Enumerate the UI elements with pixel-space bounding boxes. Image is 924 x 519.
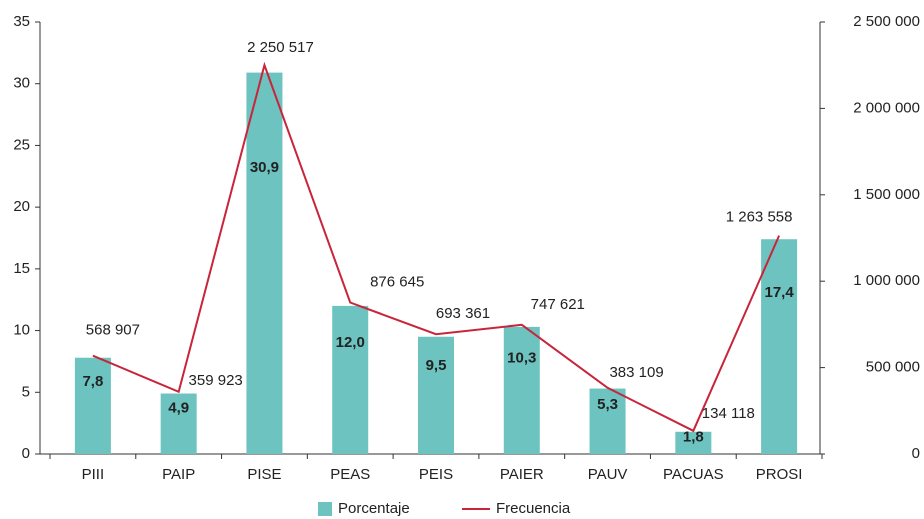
legend-label: Porcentaje [338, 500, 410, 517]
line-value-label: 693 361 [436, 305, 490, 322]
bar [675, 431, 712, 454]
line-value-label: 1 263 558 [726, 209, 793, 226]
bar-value-label: 7,8 [82, 373, 103, 390]
bar [589, 388, 626, 454]
x-tick-label: PAIER [500, 466, 544, 483]
x-tick-label: PISE [247, 466, 281, 483]
y2-tick-label: 2 500 000 [853, 13, 920, 30]
line-value-label: 2 250 517 [247, 39, 314, 56]
x-tick-label: PEIS [419, 466, 453, 483]
y-tick-label: 10 [13, 322, 30, 339]
bar [332, 305, 369, 454]
y2-tick-label: 2 000 000 [853, 99, 920, 116]
legend-swatch [318, 502, 332, 516]
line-value-label: 359 923 [189, 372, 243, 389]
bar [74, 357, 111, 454]
y-tick-label: 30 [13, 75, 30, 92]
bar-value-label: 9,5 [426, 357, 447, 374]
legend-label: Frecuencia [496, 500, 571, 517]
y-tick-label: 15 [13, 260, 30, 277]
line-value-label: 383 109 [609, 364, 663, 381]
bar-value-label: 30,9 [250, 159, 279, 176]
y-tick-label: 20 [13, 198, 30, 215]
x-tick-label: PROSI [756, 466, 803, 483]
x-tick-label: PAIP [162, 466, 195, 483]
y-tick-label: 35 [13, 13, 30, 30]
bar-value-label: 5,3 [597, 396, 618, 413]
y2-tick-label: 1 000 000 [853, 272, 920, 289]
y2-tick-label: 500 000 [866, 359, 920, 376]
y2-tick-label: 0 [912, 445, 920, 462]
line-value-label: 134 118 [702, 405, 755, 422]
x-tick-label: PEAS [330, 466, 370, 483]
bar-value-label: 12,0 [336, 334, 365, 351]
bar-value-label: 1,8 [683, 428, 704, 445]
bar-value-label: 17,4 [765, 284, 795, 301]
x-tick-label: PACUAS [663, 466, 724, 483]
bar [246, 72, 283, 454]
bar [761, 239, 798, 454]
line-value-label: 747 621 [531, 296, 585, 313]
bar-value-label: 10,3 [507, 350, 536, 367]
y-tick-label: 25 [13, 136, 30, 153]
bar [503, 326, 540, 454]
y2-tick-label: 1 500 000 [853, 186, 920, 203]
x-tick-label: PIII [82, 466, 105, 483]
bar [160, 393, 197, 454]
line-value-label: 568 907 [86, 322, 140, 339]
line [92, 61, 781, 433]
x-tick-label: PAUV [588, 466, 628, 483]
bar [418, 336, 454, 454]
y-tick-label: 0 [22, 445, 30, 462]
y-tick-label: 5 [22, 383, 30, 400]
line-value-label: 876 645 [370, 273, 424, 290]
bar-value-label: 4,9 [168, 400, 189, 417]
